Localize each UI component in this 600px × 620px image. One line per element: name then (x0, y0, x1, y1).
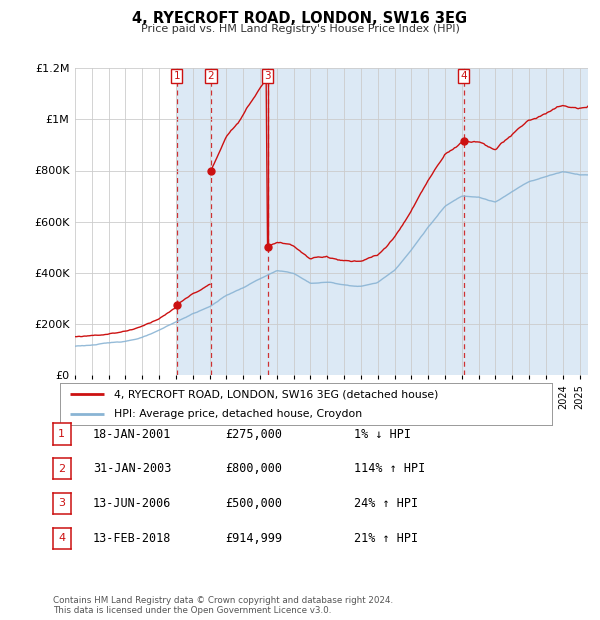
Text: £800,000: £800,000 (225, 463, 282, 475)
Text: 4: 4 (461, 71, 467, 81)
Text: 31-JAN-2003: 31-JAN-2003 (93, 463, 172, 475)
Text: 13-JUN-2006: 13-JUN-2006 (93, 497, 172, 510)
Text: 4, RYECROFT ROAD, LONDON, SW16 3EG: 4, RYECROFT ROAD, LONDON, SW16 3EG (133, 11, 467, 26)
Text: 13-FEB-2018: 13-FEB-2018 (93, 532, 172, 544)
Text: Price paid vs. HM Land Registry's House Price Index (HPI): Price paid vs. HM Land Registry's House … (140, 24, 460, 33)
Text: 1: 1 (58, 429, 65, 439)
Bar (268, 68, 464, 375)
Text: 114% ↑ HPI: 114% ↑ HPI (354, 463, 425, 475)
Text: 21% ↑ HPI: 21% ↑ HPI (354, 532, 418, 544)
Text: 24% ↑ HPI: 24% ↑ HPI (354, 497, 418, 510)
Text: £914,999: £914,999 (225, 532, 282, 544)
Text: 2: 2 (58, 464, 65, 474)
Text: HPI: Average price, detached house, Croydon: HPI: Average price, detached house, Croy… (114, 409, 362, 419)
Text: 4: 4 (58, 533, 65, 543)
Text: 3: 3 (264, 71, 271, 81)
Text: 3: 3 (58, 498, 65, 508)
Bar (464, 68, 588, 375)
Text: 1: 1 (173, 71, 180, 81)
Text: 18-JAN-2001: 18-JAN-2001 (93, 428, 172, 440)
Text: 2: 2 (208, 71, 214, 81)
Text: 1% ↓ HPI: 1% ↓ HPI (354, 428, 411, 440)
Text: £500,000: £500,000 (225, 497, 282, 510)
Bar (211, 68, 268, 375)
Bar (177, 68, 211, 375)
Text: 4, RYECROFT ROAD, LONDON, SW16 3EG (detached house): 4, RYECROFT ROAD, LONDON, SW16 3EG (deta… (114, 389, 439, 399)
Text: Contains HM Land Registry data © Crown copyright and database right 2024.
This d: Contains HM Land Registry data © Crown c… (53, 596, 393, 615)
Text: £275,000: £275,000 (225, 428, 282, 440)
